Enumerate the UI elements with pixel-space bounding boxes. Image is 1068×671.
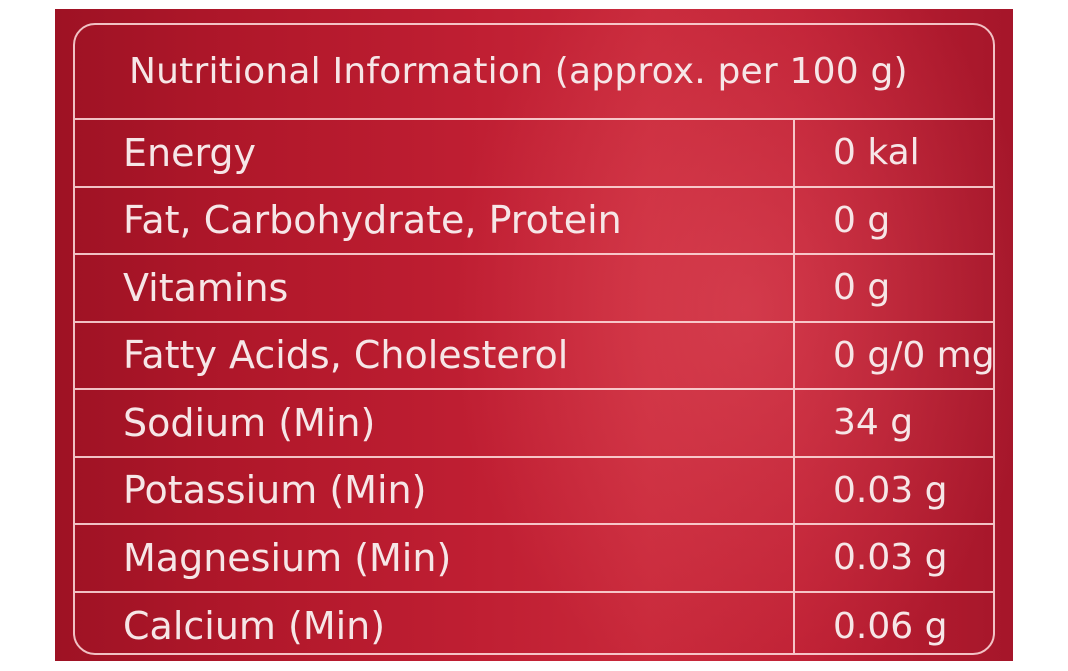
nutrient-value: 34 g <box>833 402 914 444</box>
table-row-fatty-acids-cholesterol: Fatty Acids, Cholesterol 0 g/0 mg <box>75 322 993 390</box>
table-row-magnesium: Magnesium (Min) 0.03 g <box>75 525 993 593</box>
table-row-potassium: Potassium (Min) 0.03 g <box>75 457 993 525</box>
nutrient-value: 0.06 g <box>833 605 948 647</box>
nutrient-name: Sodium (Min) <box>75 390 795 456</box>
nutrient-value: 0.03 g <box>833 469 948 511</box>
nutrient-name: Potassium (Min) <box>75 457 795 523</box>
table-row-energy: Energy 0 kal <box>75 120 993 188</box>
nutrition-table-header: Nutritional Information (approx. per 100… <box>75 25 993 120</box>
nutrient-value: 0 g/0 mg <box>833 334 993 376</box>
nutrient-value: 0 kal <box>833 132 920 174</box>
table-row-fat-carbohydrate-protein: Fat, Carbohydrate, Protein 0 g <box>75 187 993 255</box>
table-row-calcium: Calcium (Min) 0.06 g <box>75 592 993 653</box>
nutrient-name: Fat, Carbohydrate, Protein <box>75 187 795 253</box>
nutrient-name: Magnesium (Min) <box>75 525 795 591</box>
nutrient-name: Energy <box>75 120 795 186</box>
nutrient-name: Fatty Acids, Cholesterol <box>75 322 795 388</box>
table-row-vitamins: Vitamins 0 g <box>75 255 993 323</box>
table-row-sodium: Sodium (Min) 34 g <box>75 390 993 458</box>
nutrient-value: 0 g <box>833 199 891 241</box>
nutrient-value: 0.03 g <box>833 537 948 579</box>
nutrient-name: Calcium (Min) <box>75 592 795 653</box>
nutrient-name: Vitamins <box>75 255 795 321</box>
nutrition-table-title: Nutritional Information (approx. per 100… <box>129 51 908 92</box>
nutrient-value: 0 g <box>833 267 891 309</box>
nutrition-table: Nutritional Information (approx. per 100… <box>73 23 995 655</box>
product-label-photo: Nutritional Information (approx. per 100… <box>55 9 1013 661</box>
